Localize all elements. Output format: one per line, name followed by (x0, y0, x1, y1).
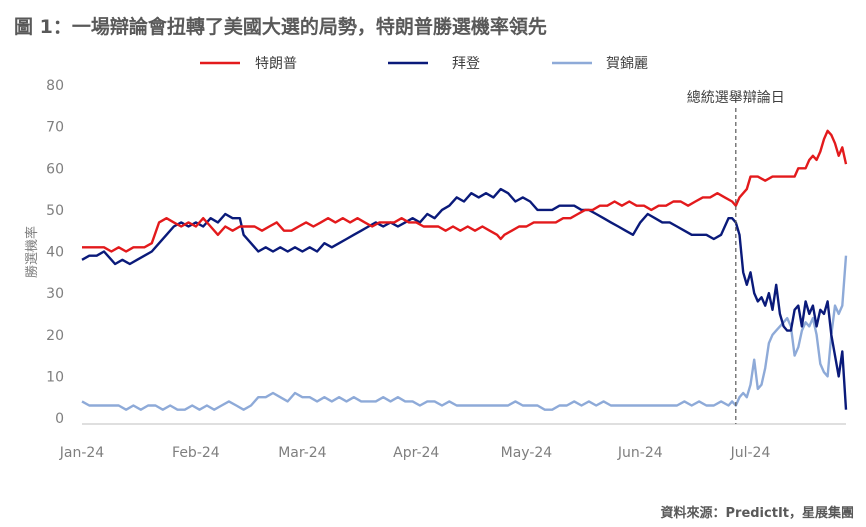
chart-title: 圖 1：一場辯論會扭轉了美國大選的局勢，特朗普勝選機率領先 (14, 16, 547, 38)
legend-label: 賀錦麗 (606, 55, 648, 72)
x-tick-label: Jan-24 (59, 445, 105, 461)
debate-day-annotation: 總統選舉辯論日 (687, 89, 785, 106)
source-note: 資料來源：PredictIt，星展集團 (660, 506, 855, 521)
series-line-trump (82, 129, 848, 253)
x-tick-label: Apr-24 (393, 445, 439, 461)
y-tick-label: 10 (46, 369, 64, 385)
y-axis-ticks: 0 10 20 30 40 50 60 70 80 (46, 78, 64, 427)
y-tick-label: 30 (46, 286, 64, 302)
x-tick-label: May-24 (501, 445, 553, 461)
series-line-biden (81, 187, 848, 410)
legend-label: 拜登 (452, 56, 480, 72)
y-tick-label: 70 (46, 120, 64, 136)
series-line-harris (81, 255, 848, 411)
legend-label: 特朗普 (255, 56, 297, 72)
y-tick-label: 50 (46, 203, 64, 219)
x-tick-label: Mar-24 (278, 445, 326, 461)
y-axis-label: 勝選機率 (24, 226, 40, 278)
y-tick-label: 20 (46, 328, 64, 344)
x-tick-label: Jun-24 (617, 445, 663, 461)
x-tick-label: Jul-24 (730, 445, 771, 461)
y-tick-label: 40 (46, 245, 64, 261)
y-tick-label: 60 (46, 161, 64, 177)
x-tick-label: Feb-24 (172, 445, 220, 461)
y-tick-label: 80 (46, 78, 64, 94)
legend: 特朗普 拜登 賀錦麗 (200, 55, 648, 72)
series-lines (81, 129, 848, 411)
x-axis-ticks: Jan-24 Feb-24 Mar-24 Apr-24 May-24 Jun-24 Jul-… (59, 445, 771, 461)
y-tick-label: 0 (55, 411, 64, 427)
